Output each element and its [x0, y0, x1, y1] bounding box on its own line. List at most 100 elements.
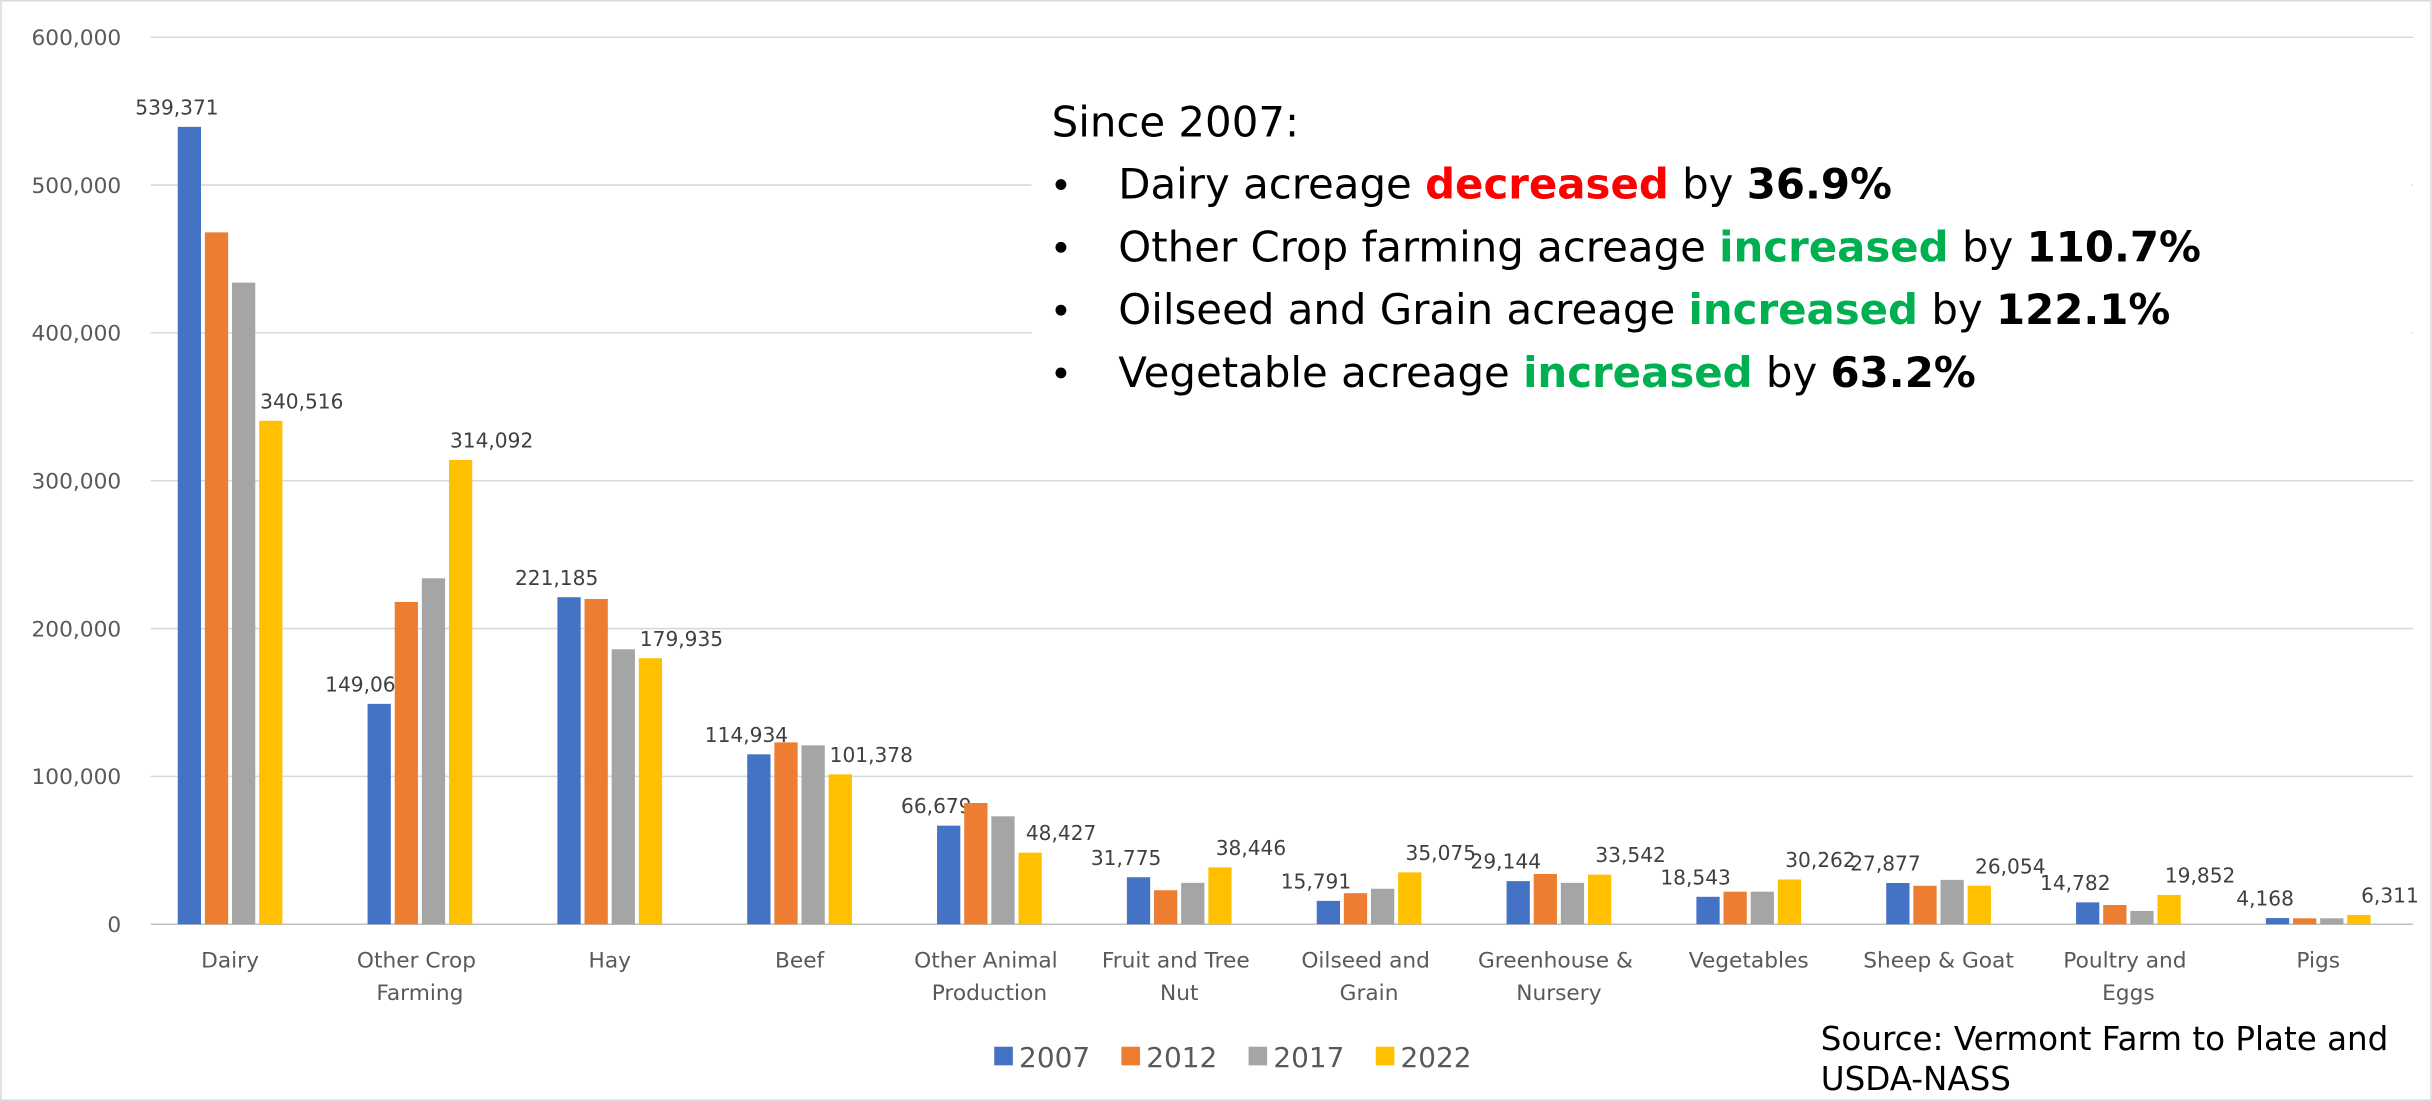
- y-tick-label: 400,000: [32, 322, 122, 347]
- x-tick-label: Dairy: [201, 949, 259, 974]
- data-label: 33,542: [1595, 843, 1665, 867]
- bar: [1316, 900, 1340, 925]
- annotation-line: Dairy acreage decreased by 36.9%: [1118, 159, 1892, 208]
- x-tick-label: Vegetables: [1689, 949, 1809, 974]
- data-label: 114,934: [705, 723, 788, 747]
- bar: [747, 754, 771, 925]
- bar: [1750, 891, 1774, 925]
- bar: [2157, 894, 2181, 925]
- x-tick-label: Other Crop Farming: [357, 949, 483, 1007]
- bar: [2293, 918, 2317, 925]
- x-tick-label: Fruit and Tree Nut: [1102, 949, 1257, 1007]
- bar: [557, 597, 581, 925]
- data-label: 26,054: [1975, 854, 2045, 878]
- bar: [394, 601, 418, 925]
- x-tick-label: Hay: [589, 949, 632, 974]
- annotation-segment: Oilseed and Grain acreage: [1118, 285, 1688, 334]
- bar: [1018, 852, 1042, 925]
- annotation-segment: Dairy acreage: [1118, 159, 1425, 208]
- data-label: 221,185: [515, 566, 598, 590]
- bar: [2347, 914, 2371, 925]
- x-tick-label: Poultry and Eggs: [2063, 949, 2193, 1007]
- source-note: Source: Vermont Farm to Plate and: [1821, 1020, 2389, 1058]
- bar: [937, 825, 961, 925]
- bar: [1886, 883, 1910, 925]
- annotation-line: Other Crop farming acreage increased by …: [1118, 222, 2201, 271]
- legend-swatch: [1375, 1046, 1395, 1066]
- data-label: 19,852: [2165, 863, 2235, 887]
- annotation-segment: by: [1753, 348, 1831, 397]
- data-label: 38,446: [1216, 836, 1286, 860]
- bar: [2103, 905, 2127, 925]
- bar: [774, 742, 798, 925]
- legend-label: 2007: [1019, 1041, 1090, 1074]
- data-label: 35,075: [1406, 841, 1476, 865]
- bar: [2265, 918, 2290, 925]
- legend-swatch: [994, 1046, 1013, 1066]
- legend-label: 2017: [1273, 1041, 1344, 1074]
- y-tick-label: 500,000: [32, 174, 122, 199]
- bar: [1154, 890, 1178, 925]
- bar: [204, 232, 229, 925]
- data-label: 66,679: [901, 794, 971, 818]
- annotation-heading: Since 2007:: [1052, 97, 1299, 146]
- bar: [964, 802, 988, 925]
- annotation-segment: increased: [1523, 348, 1753, 397]
- bar: [1208, 867, 1232, 925]
- data-label: 29,144: [1471, 850, 1541, 874]
- bar: [1343, 893, 1368, 925]
- x-tick-label: Beef: [775, 949, 826, 974]
- bar: [2320, 918, 2344, 925]
- annotation-line: Vegetable acreage increased by 63.2%: [1118, 348, 1976, 397]
- bar: [1126, 877, 1151, 925]
- y-tick-label: 0: [107, 913, 121, 938]
- annotation-segment: by: [1949, 222, 2027, 271]
- data-label: 6,311: [2361, 883, 2419, 907]
- data-label: 14,782: [2040, 871, 2110, 895]
- bar: [259, 420, 283, 925]
- bar: [1506, 881, 1530, 925]
- annotation-segment: Other Crop farming acreage: [1118, 222, 1719, 271]
- bar: [1777, 879, 1802, 925]
- x-tick-label: Pigs: [2296, 949, 2340, 974]
- bar: [828, 774, 852, 925]
- bar: [2130, 910, 2154, 925]
- data-label: 314,092: [450, 428, 533, 452]
- data-label: 48,427: [1026, 821, 1096, 845]
- source-note: USDA-NASS: [1821, 1060, 2011, 1098]
- annotation-line: Oilseed and Grain acreage increased by 1…: [1118, 285, 2170, 334]
- data-label: 149,064: [325, 672, 408, 696]
- x-tick-label: Other Animal Production: [914, 949, 1064, 1007]
- bar: [801, 745, 825, 925]
- x-tick-label: Greenhouse & Nursery: [1478, 949, 1640, 1007]
- bullet: [1055, 304, 1067, 316]
- data-label: 4,168: [2236, 887, 2294, 911]
- data-label: 31,775: [1091, 846, 1161, 870]
- bar: [1696, 896, 1720, 925]
- bar: [584, 598, 608, 925]
- annotation-segment: 110.7%: [2027, 222, 2201, 271]
- bar: [2076, 902, 2100, 925]
- data-label: 179,935: [640, 627, 723, 651]
- annotation-segment: Vegetable acreage: [1118, 348, 1523, 397]
- annotation-background: [1031, 80, 2412, 415]
- legend-label: 2022: [1401, 1041, 1472, 1074]
- y-tick-label: 300,000: [32, 469, 122, 494]
- bar: [232, 282, 256, 925]
- data-label: 27,877: [1850, 852, 1920, 876]
- bar: [1967, 885, 1991, 925]
- bar: [1723, 891, 1747, 925]
- bar: [1398, 872, 1422, 925]
- data-label: 15,791: [1281, 869, 1351, 893]
- annotation-segment: decreased: [1425, 159, 1669, 208]
- bar: [1940, 879, 1964, 925]
- data-label: 30,262: [1785, 848, 1855, 872]
- bar: [1181, 882, 1205, 925]
- bar: [1560, 882, 1585, 925]
- bullet: [1055, 241, 1067, 253]
- bar: [638, 658, 663, 925]
- bar: [421, 578, 446, 925]
- data-label: 101,378: [830, 743, 913, 767]
- x-tick-label: Oilseed and Grain: [1301, 949, 1436, 1007]
